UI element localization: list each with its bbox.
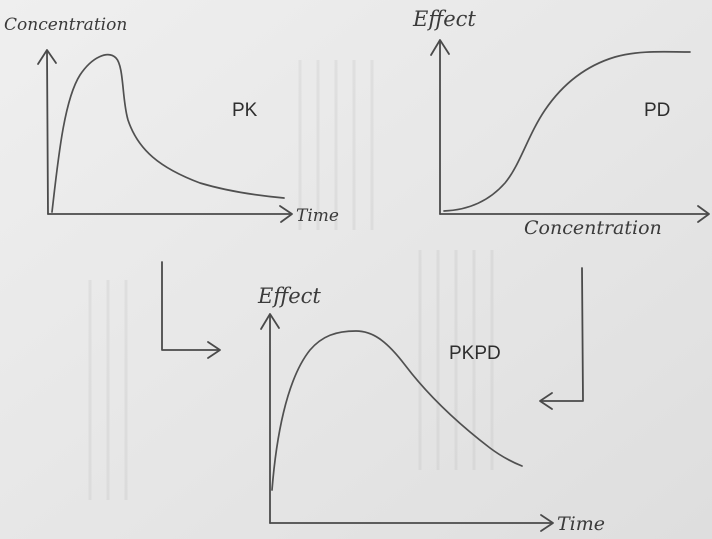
pkpd-x-axis-arrow: [540, 514, 554, 532]
pkpd-y-axis-label: Effect: [257, 284, 321, 308]
pk-to-pkpd-arrow: [161, 261, 221, 359]
pk-y-axis: [46, 51, 49, 215]
pd-to-pkpd-arrow: [539, 267, 584, 410]
pd-y-axis-label: Effect: [412, 7, 476, 31]
pd-effect-curve: [443, 50, 691, 212]
pkpd-x-axis-label: Time: [557, 513, 605, 535]
pk-panel: Concentration Time PK: [4, 15, 339, 226]
pk-title: PK: [232, 100, 258, 121]
pk-x-axis-label: Time: [296, 206, 339, 226]
pd-x-axis-label: Concentration: [524, 217, 662, 239]
pd-y-axis-arrow: [430, 39, 450, 56]
pkpd-effect-curve: [271, 330, 523, 491]
pd-x-axis-arrow: [697, 205, 710, 223]
pkpd-title: PKPD: [449, 343, 501, 364]
pk-concentration-curve: [51, 53, 285, 213]
paper-texture: [88, 60, 494, 500]
pk-x-axis-arrow: [279, 205, 293, 223]
pd-panel: Effect Concentration PD: [412, 7, 710, 239]
pkpd-panel: Effect Time PKPD: [257, 284, 605, 535]
pk-y-axis-arrow: [37, 49, 57, 65]
pd-title: PD: [644, 100, 670, 121]
pk-y-axis-label: Concentration: [4, 15, 127, 35]
pkpd-y-axis-arrow: [260, 313, 280, 330]
